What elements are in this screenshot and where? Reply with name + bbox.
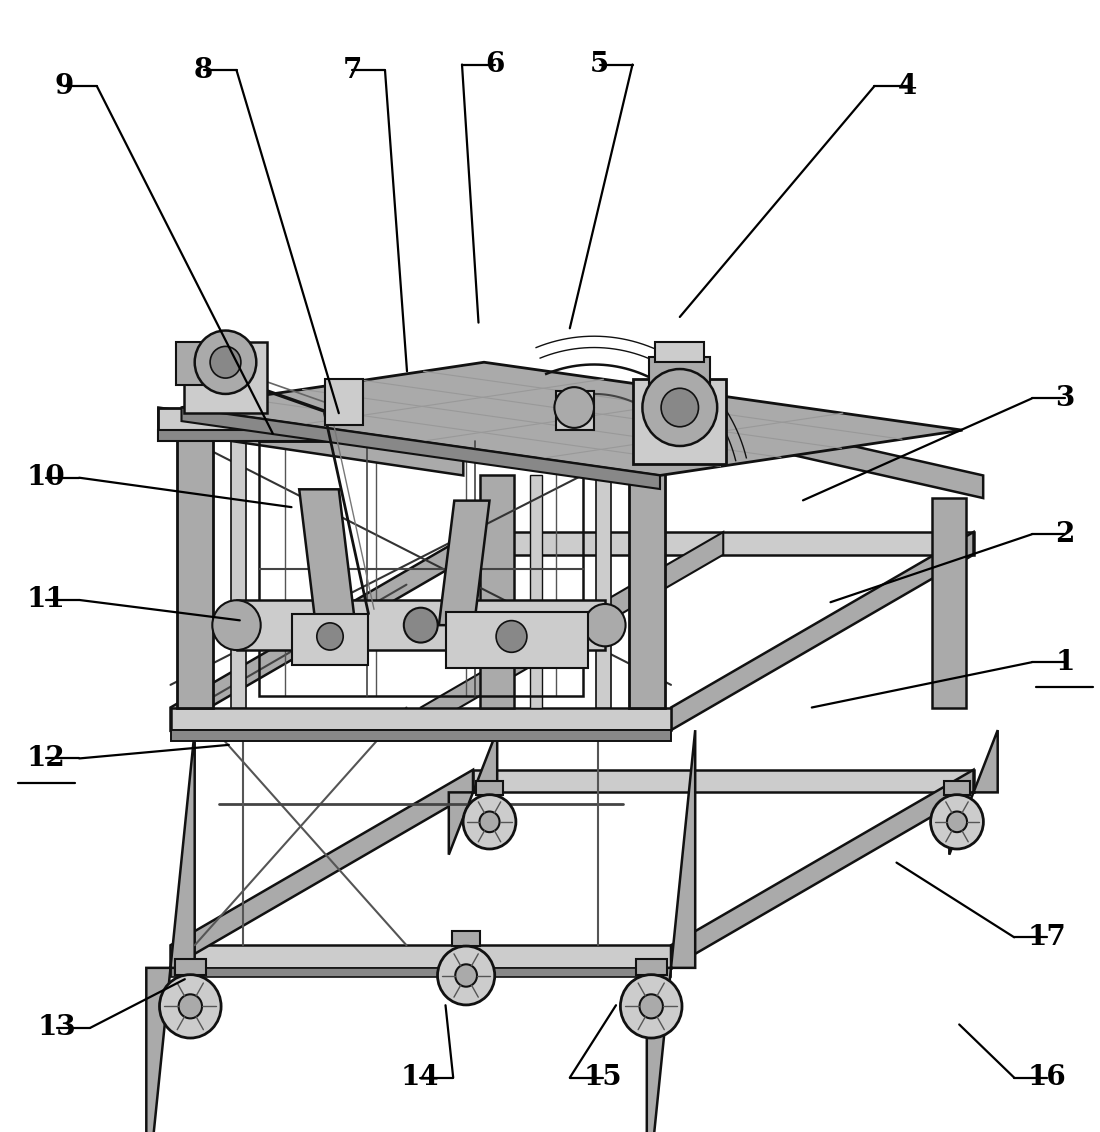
Polygon shape (683, 408, 983, 498)
Circle shape (195, 331, 256, 394)
Polygon shape (170, 730, 671, 741)
Text: 9: 9 (54, 72, 74, 100)
Polygon shape (449, 730, 497, 855)
Polygon shape (629, 430, 664, 708)
Text: 14: 14 (400, 1064, 440, 1091)
Text: 15: 15 (583, 1064, 623, 1091)
Polygon shape (473, 770, 974, 792)
Text: 16: 16 (1027, 1064, 1067, 1091)
Circle shape (642, 369, 717, 446)
Text: 13: 13 (37, 1014, 77, 1041)
Circle shape (212, 600, 261, 650)
Text: 12: 12 (26, 745, 66, 772)
Circle shape (455, 964, 477, 987)
Polygon shape (170, 532, 473, 730)
Circle shape (404, 608, 438, 643)
Polygon shape (654, 342, 704, 362)
Polygon shape (649, 357, 710, 391)
Polygon shape (184, 342, 267, 413)
Polygon shape (933, 498, 966, 708)
Polygon shape (647, 730, 695, 1132)
Polygon shape (596, 430, 611, 708)
Text: 6: 6 (485, 51, 505, 78)
Polygon shape (299, 489, 355, 625)
Polygon shape (170, 708, 671, 730)
Polygon shape (182, 362, 962, 475)
Polygon shape (556, 391, 594, 430)
Circle shape (620, 975, 682, 1038)
Circle shape (584, 604, 626, 646)
Polygon shape (446, 611, 588, 668)
Polygon shape (158, 408, 463, 475)
Text: 8: 8 (194, 57, 213, 84)
Text: 7: 7 (342, 57, 362, 84)
Polygon shape (146, 730, 195, 1132)
Polygon shape (530, 475, 542, 708)
Polygon shape (476, 781, 503, 795)
Polygon shape (671, 770, 974, 968)
Circle shape (931, 795, 983, 849)
Polygon shape (324, 379, 363, 424)
Text: 10: 10 (26, 464, 66, 491)
Polygon shape (175, 959, 206, 975)
Circle shape (639, 994, 663, 1019)
Polygon shape (944, 781, 970, 795)
Circle shape (947, 812, 967, 832)
Polygon shape (236, 600, 605, 650)
Polygon shape (949, 730, 998, 855)
Circle shape (210, 346, 241, 378)
Polygon shape (170, 968, 671, 977)
Polygon shape (258, 406, 764, 441)
Polygon shape (158, 408, 683, 430)
Circle shape (438, 946, 495, 1005)
Text: 1: 1 (1055, 649, 1075, 676)
Circle shape (463, 795, 516, 849)
Circle shape (496, 620, 527, 652)
Text: 17: 17 (1027, 924, 1067, 951)
Text: 4: 4 (898, 72, 917, 100)
Polygon shape (473, 532, 974, 555)
Polygon shape (292, 614, 368, 664)
Polygon shape (636, 959, 667, 975)
Text: 2: 2 (1055, 521, 1075, 548)
Polygon shape (439, 500, 490, 625)
Text: 5: 5 (590, 51, 609, 78)
Text: 11: 11 (26, 586, 66, 614)
Circle shape (178, 994, 202, 1019)
Polygon shape (632, 379, 726, 464)
Polygon shape (452, 932, 481, 946)
Polygon shape (170, 770, 473, 968)
Polygon shape (176, 430, 213, 708)
Polygon shape (182, 408, 660, 489)
Polygon shape (671, 532, 974, 730)
Polygon shape (481, 475, 514, 708)
Polygon shape (231, 430, 245, 708)
Polygon shape (170, 945, 671, 968)
Circle shape (554, 387, 594, 428)
Text: 3: 3 (1055, 385, 1075, 412)
Circle shape (160, 975, 221, 1038)
Polygon shape (158, 430, 683, 441)
Circle shape (480, 812, 499, 832)
Polygon shape (176, 342, 204, 385)
Polygon shape (420, 532, 724, 730)
Circle shape (317, 623, 343, 650)
Circle shape (661, 388, 698, 427)
